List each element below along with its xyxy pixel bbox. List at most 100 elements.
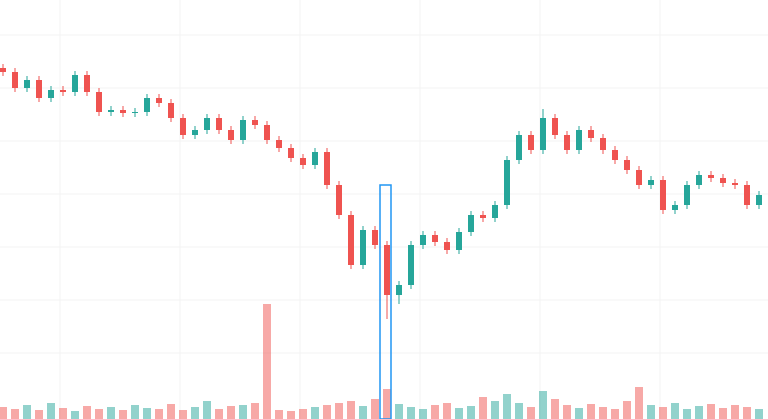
- candle-body: [492, 205, 498, 218]
- candle-body: [384, 245, 390, 295]
- volume-bar: [503, 394, 511, 419]
- volume-bar: [323, 405, 331, 419]
- candle-body: [444, 242, 450, 250]
- candle-body: [504, 160, 510, 205]
- candle-body: [612, 150, 618, 160]
- candle-body: [120, 110, 126, 113]
- volume-bar: [35, 410, 43, 419]
- volume-bar: [587, 404, 595, 419]
- candle-body: [72, 75, 78, 92]
- volume-bar: [455, 408, 463, 419]
- volume-bar: [755, 409, 763, 419]
- volume-bar: [479, 397, 487, 419]
- volume-pane: [0, 304, 763, 419]
- volume-bar: [551, 399, 559, 419]
- candle-body: [372, 230, 378, 245]
- volume-bar: [563, 405, 571, 419]
- candle-body: [756, 195, 762, 205]
- volume-bar: [311, 407, 319, 419]
- volume-bar: [491, 401, 499, 419]
- volume-bar: [527, 407, 535, 419]
- volume-bar: [635, 387, 643, 419]
- volume-bar: [407, 407, 415, 419]
- volume-bar: [131, 405, 139, 419]
- candle-body: [324, 152, 330, 185]
- candle-body: [264, 125, 270, 140]
- volume-bar: [539, 391, 547, 419]
- volume-bar: [359, 406, 367, 419]
- candle-body: [300, 158, 306, 165]
- candle-body: [96, 92, 102, 112]
- volume-bar: [83, 406, 91, 419]
- candle-body: [432, 235, 438, 242]
- candle-body: [420, 235, 426, 245]
- candle-body: [516, 135, 522, 160]
- candle-body: [720, 178, 726, 183]
- candle-body: [240, 120, 246, 140]
- volume-bar: [395, 404, 403, 419]
- candle-body: [48, 90, 54, 98]
- candle-body: [108, 110, 114, 112]
- volume-bar: [647, 405, 655, 419]
- candle-body: [168, 103, 174, 118]
- volume-bar: [431, 405, 439, 419]
- candle-body: [144, 98, 150, 112]
- volume-bar: [155, 409, 163, 419]
- volume-bar: [203, 401, 211, 419]
- volume-bar: [107, 407, 115, 419]
- volume-bar: [23, 405, 31, 419]
- candle-body: [132, 112, 138, 113]
- candle-body: [660, 180, 666, 210]
- candle-body: [708, 175, 714, 178]
- volume-bar: [71, 411, 79, 419]
- candle-body: [180, 118, 186, 135]
- candle-body: [744, 185, 750, 205]
- volume-bar: [47, 403, 55, 419]
- volume-bar: [731, 405, 739, 419]
- candle-body: [24, 80, 30, 88]
- volume-bar: [143, 408, 151, 419]
- price-pane: [0, 64, 762, 319]
- volume-bar: [419, 409, 427, 419]
- volume-bar: [695, 406, 703, 419]
- volume-bar: [515, 403, 523, 419]
- candle-body: [12, 72, 18, 88]
- candle-body: [156, 98, 162, 103]
- candle-body: [312, 152, 318, 165]
- candle-body: [636, 170, 642, 185]
- candle-body: [252, 120, 258, 125]
- candle-body: [36, 80, 42, 98]
- candle-body: [648, 180, 654, 185]
- candle-body: [480, 215, 486, 218]
- volume-bar: [287, 411, 295, 419]
- volume-bar: [59, 408, 67, 419]
- candle-body: [192, 130, 198, 135]
- volume-bar: [263, 304, 271, 419]
- candle-body: [84, 75, 90, 92]
- candle-body: [348, 215, 354, 265]
- volume-bar: [227, 406, 235, 419]
- candle-body: [552, 118, 558, 135]
- candle-body: [408, 245, 414, 285]
- candle-body: [576, 130, 582, 150]
- volume-bar: [611, 409, 619, 419]
- volume-bar: [623, 401, 631, 419]
- candle-body: [456, 232, 462, 250]
- volume-bar: [335, 403, 343, 419]
- volume-bar: [671, 403, 679, 419]
- selection-highlight: [379, 184, 392, 419]
- volume-bar: [95, 409, 103, 419]
- candle-body: [528, 135, 534, 150]
- volume-bar: [191, 407, 199, 419]
- volume-bar: [11, 409, 19, 419]
- volume-bar: [0, 407, 7, 419]
- volume-bar: [251, 403, 259, 419]
- volume-bar: [683, 409, 691, 419]
- volume-bar: [743, 407, 751, 419]
- candle-body: [60, 90, 66, 92]
- volume-bar: [443, 403, 451, 419]
- volume-bar: [467, 406, 475, 419]
- volume-bar: [383, 389, 391, 419]
- candle-body: [696, 175, 702, 185]
